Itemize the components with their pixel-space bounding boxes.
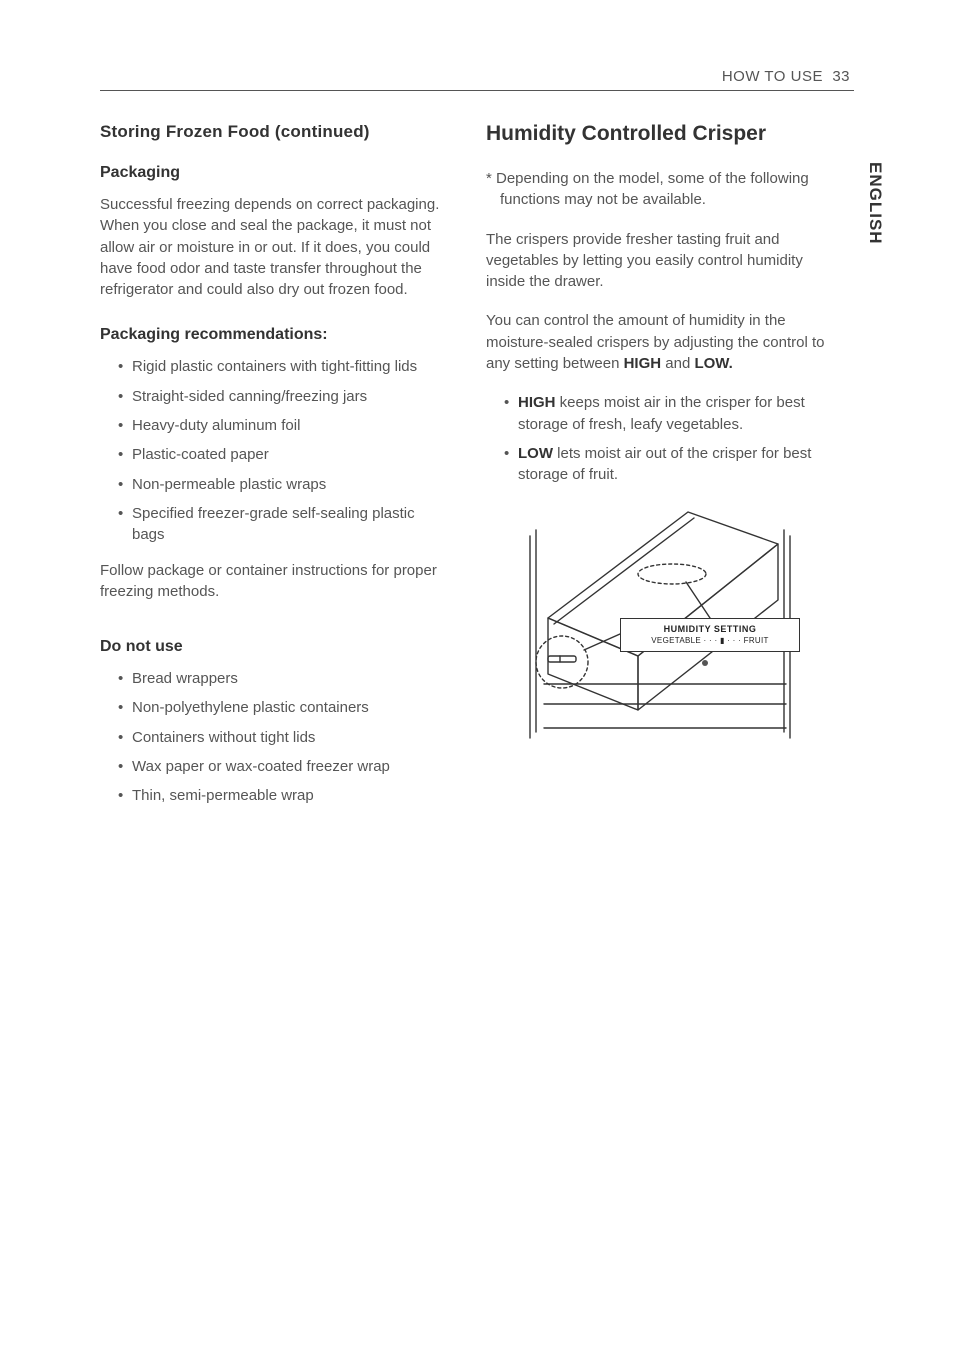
recommendations-list: Rigid plastic containers with tight-fitt… — [100, 356, 448, 545]
list-item: Non-polyethylene plastic containers — [118, 697, 448, 718]
header-rule — [100, 90, 854, 91]
callout-scale: VEGETABLE · · · ▮ · · · FRUIT — [627, 636, 793, 645]
running-head: HOW TO USE 33 — [722, 68, 850, 85]
list-item: Plastic-coated paper — [118, 444, 448, 465]
crisper-para-2: You can control the amount of humidity i… — [486, 310, 834, 374]
list-item: Wax paper or wax-coated freezer wrap — [118, 756, 448, 777]
list-item: HIGH keeps moist air in the crisper for … — [504, 392, 834, 435]
list-item: Thin, semi-permeable wrap — [118, 785, 448, 806]
packaging-heading: Packaging — [100, 164, 448, 182]
crisper-para-1: The crispers provide fresher tasting fru… — [486, 229, 834, 293]
do-not-use-heading: Do not use — [100, 638, 448, 656]
recommendations-heading: Packaging recommendations: — [100, 326, 448, 344]
page-number: 33 — [832, 68, 850, 85]
callout-title: HUMIDITY SETTING — [627, 624, 793, 634]
two-column-body: Storing Frozen Food (continued) Packagin… — [100, 122, 834, 821]
crisper-diagram: HUMIDITY SETTING VEGETABLE · · · ▮ · · ·… — [500, 500, 820, 760]
humidity-callout: HUMIDITY SETTING VEGETABLE · · · ▮ · · ·… — [620, 618, 800, 652]
list-item: Straight-sided canning/freezing jars — [118, 386, 448, 407]
right-column: Humidity Controlled Crisper * Depending … — [486, 122, 834, 821]
list-item: LOW lets moist air out of the crisper fo… — [504, 443, 834, 486]
do-not-use-list: Bread wrappers Non-polyethylene plastic … — [100, 668, 448, 806]
crisper-bullets: HIGH keeps moist air in the crisper for … — [486, 392, 834, 485]
list-item: Bread wrappers — [118, 668, 448, 689]
drawer-handle-dot-icon — [702, 660, 708, 666]
language-tab: ENGLISH — [860, 148, 890, 258]
packaging-body: Successful freezing depends on correct p… — [100, 194, 448, 300]
list-item: Containers without tight lids — [118, 727, 448, 748]
model-footnote: * Depending on the model, some of the fo… — [486, 168, 834, 211]
section-label: HOW TO USE — [722, 68, 823, 85]
continued-heading: Storing Frozen Food (continued) — [100, 122, 448, 142]
list-item: Rigid plastic containers with tight-fitt… — [118, 356, 448, 377]
list-item: Non-permeable plastic wraps — [118, 474, 448, 495]
language-label: ENGLISH — [865, 162, 885, 245]
left-column: Storing Frozen Food (continued) Packagin… — [100, 122, 448, 821]
list-item: Specified freezer-grade self-sealing pla… — [118, 503, 448, 546]
page-33: HOW TO USE 33 ENGLISH Storing Frozen Foo… — [0, 0, 954, 1371]
recommendations-tail: Follow package or container instructions… — [100, 560, 448, 603]
list-item: Heavy-duty aluminum foil — [118, 415, 448, 436]
crisper-title: Humidity Controlled Crisper — [486, 122, 834, 146]
